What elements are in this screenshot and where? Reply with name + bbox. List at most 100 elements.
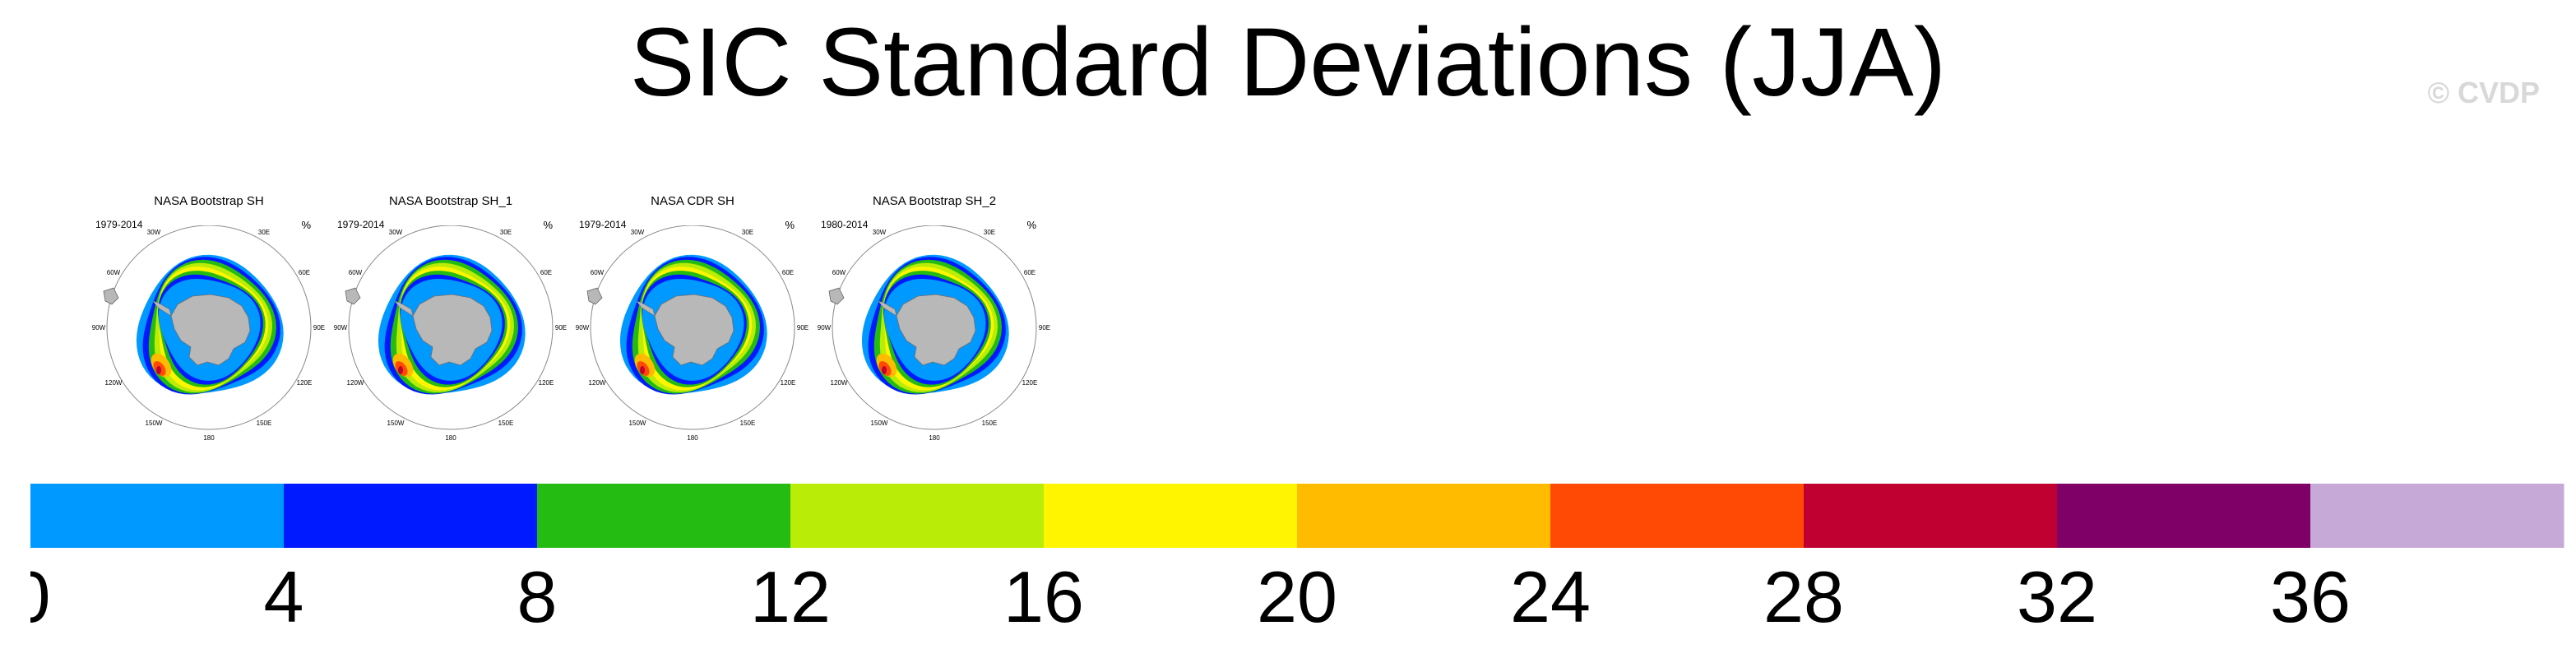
lon-label: 120W xyxy=(347,379,364,387)
colorbar-box-4 xyxy=(1044,484,1298,548)
panel-period: 1979-2014 xyxy=(579,219,627,230)
lon-label: 150W xyxy=(629,420,646,427)
lon-label: 150E xyxy=(740,420,756,427)
south-america-tip xyxy=(345,287,361,305)
colorbar-box-6 xyxy=(1550,484,1805,548)
panel-units: % xyxy=(1026,219,1036,231)
cvdp-watermark: © CVDP xyxy=(2427,76,2540,109)
map-group: 030E60E90E120E150E180150W120W90W60W30W xyxy=(818,225,1050,441)
lon-label: 120E xyxy=(1022,379,1038,387)
map-panel-4: NASA Bootstrap SH_2 1980-2014 % 030E60E9… xyxy=(814,194,1054,441)
lon-label: 120E xyxy=(781,379,796,387)
sd-hotspot-28-32 xyxy=(398,366,403,374)
lon-label: 120E xyxy=(539,379,554,387)
lon-label: 30E xyxy=(984,229,995,236)
antarctica-landmass xyxy=(896,294,976,366)
lon-label: 120W xyxy=(831,379,848,387)
lon-label: 90W xyxy=(576,324,590,331)
antarctic-peninsula xyxy=(878,300,897,317)
map-panel-1: NASA Bootstrap SH 1979-2014 % 030E60E90E… xyxy=(89,194,329,441)
panel-title: NASA Bootstrap SH_1 xyxy=(388,194,513,208)
lon-label: 60E xyxy=(299,269,310,276)
lon-label: 90W xyxy=(818,324,832,331)
lon-label: 30E xyxy=(742,229,753,236)
lon-label: 60W xyxy=(107,269,121,276)
map-panel-2: NASA Bootstrap SH_1 1979-2014 % 030E60E9… xyxy=(331,194,571,441)
panel-period: 1979-2014 xyxy=(95,219,143,230)
colorbar-label-16: 16 xyxy=(1003,556,1084,637)
lon-label: 180 xyxy=(203,434,215,441)
panel-title: NASA CDR SH xyxy=(651,194,734,208)
lon-label: 90E xyxy=(555,324,567,331)
lon-label: 60W xyxy=(591,269,605,276)
lon-label: 120W xyxy=(589,379,606,387)
lon-label: 30W xyxy=(147,229,161,236)
lon-label: 60E xyxy=(540,269,552,276)
sd-hotspot-28-32 xyxy=(882,366,887,374)
panel-units: % xyxy=(301,219,311,231)
panel-title: NASA Bootstrap SH_2 xyxy=(872,194,997,208)
lon-label: 150E xyxy=(498,420,514,427)
lon-label: 150W xyxy=(146,420,163,427)
colorbar-label-28: 28 xyxy=(1763,556,1844,637)
colorbar-label-4: 4 xyxy=(264,556,304,637)
lon-label: 150E xyxy=(257,420,272,427)
lon-label: 90E xyxy=(313,324,325,331)
antarctica-landmass xyxy=(654,294,734,366)
south-america-tip xyxy=(828,287,845,305)
colorbar-box-8 xyxy=(2057,484,2311,548)
south-america-tip xyxy=(586,287,603,305)
lon-label: 30E xyxy=(258,229,270,236)
colorbar-box-9 xyxy=(2310,484,2564,548)
lon-label: 30E xyxy=(500,229,512,236)
panel-title: NASA Bootstrap SH xyxy=(154,194,264,208)
antarctica-landmass xyxy=(412,294,493,366)
antarctic-peninsula xyxy=(394,300,414,317)
lon-label: 60E xyxy=(782,269,794,276)
antarctica-landmass xyxy=(170,294,251,366)
lon-label: 30W xyxy=(389,229,403,236)
polar-map-1: 030E60E90E120E150E180150W120W90W60W30W xyxy=(92,225,325,441)
colorbar: 0 4 8 12 16 20 24 28 32 36 xyxy=(30,484,2564,637)
lon-label: 30W xyxy=(873,229,887,236)
panel-units: % xyxy=(543,219,553,231)
panel-units: % xyxy=(785,219,795,231)
map-group: 030E60E90E120E150E180150W120W90W60W30W xyxy=(334,225,567,441)
antarctic-peninsula xyxy=(152,300,172,317)
lon-label: 150W xyxy=(871,420,888,427)
lon-label: 120E xyxy=(297,379,313,387)
sd-hotspot-28-32 xyxy=(156,366,161,374)
sd-hotspot-28-32 xyxy=(640,366,645,374)
colorbar-label-12: 12 xyxy=(750,556,831,637)
polar-map-4: 030E60E90E120E150E180150W120W90W60W30W xyxy=(818,225,1050,441)
map-group: 030E60E90E120E150E180150W120W90W60W30W xyxy=(576,225,808,441)
colorbar-label-24: 24 xyxy=(1510,556,1591,637)
lon-label: 180 xyxy=(929,434,940,441)
lon-label: 60W xyxy=(832,269,846,276)
lon-label: 90E xyxy=(1039,324,1050,331)
map-panel-3: NASA CDR SH 1979-2014 % 030E60E90E120E15… xyxy=(572,194,813,441)
lon-label: 90W xyxy=(334,324,348,331)
colorbar-label-20: 20 xyxy=(1257,556,1337,637)
lon-label: 90E xyxy=(797,324,808,331)
lon-label: 90W xyxy=(92,324,106,331)
polar-map-3: 030E60E90E120E150E180150W120W90W60W30W xyxy=(576,225,808,441)
lon-label: 60E xyxy=(1024,269,1035,276)
lon-label: 30W xyxy=(631,229,645,236)
map-group: 030E60E90E120E150E180150W120W90W60W30W xyxy=(92,225,325,441)
colorbar-box-3 xyxy=(790,484,1045,548)
antarctic-peninsula xyxy=(636,300,656,317)
polar-map-2: 030E60E90E120E150E180150W120W90W60W30W xyxy=(334,225,567,441)
colorbar-label-36: 36 xyxy=(2270,556,2351,637)
colorbar-box-5 xyxy=(1297,484,1551,548)
colorbar-label-8: 8 xyxy=(517,556,558,637)
lon-label: 120W xyxy=(105,379,123,387)
lon-label: 180 xyxy=(445,434,456,441)
colorbar-box-7 xyxy=(1804,484,2058,548)
colorbar-label-0: 0 xyxy=(30,556,50,637)
panel-period: 1980-2014 xyxy=(821,219,869,230)
lon-label: 180 xyxy=(687,434,698,441)
figure-title: SIC Standard Deviations (JJA) xyxy=(629,8,1947,117)
colorbar-box-1 xyxy=(284,484,538,548)
lon-label: 150E xyxy=(982,420,998,427)
